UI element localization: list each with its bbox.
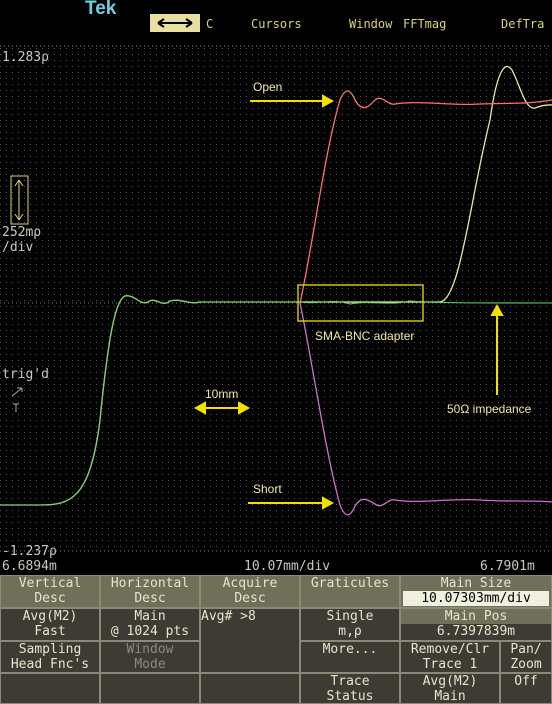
menu-button[interactable]: Avg(M2) Main [400, 673, 500, 704]
toolbar-item[interactable]: DefTra [501, 17, 544, 31]
value: 10.07303mm/div [403, 591, 549, 606]
trace-50ohm [0, 295, 552, 506]
label: Remove/Clr [410, 642, 490, 657]
x-end: 6.7901m [480, 559, 535, 574]
x-start: 6.6894m [2, 559, 57, 574]
label: Desc [34, 591, 66, 606]
menu-button[interactable]: Pan/Zoom [500, 641, 552, 673]
value: 6.7397839m [436, 624, 516, 639]
label: Desc [234, 591, 266, 606]
menu-button[interactable]: Vertical Desc [0, 575, 100, 608]
label: Acquire [222, 576, 278, 591]
label: m,ρ [338, 624, 362, 639]
label: More... [322, 642, 378, 657]
label: Trace 1 [422, 657, 478, 672]
toolbar-item[interactable]: Cursors [251, 17, 302, 31]
menu-button[interactable]: Main Size 10.07303mm/div [400, 575, 552, 608]
label: @ 1024 pts [110, 624, 190, 639]
menu-button[interactable]: Avg(M2) Fast [0, 608, 100, 641]
graticule [0, 46, 552, 551]
annotation: Short [253, 482, 282, 496]
menu-button[interactable]: Horizontal Desc [100, 575, 200, 608]
label: Horizontal [110, 576, 190, 591]
menu-button[interactable]: Remove/Clr Trace 1 [400, 641, 500, 673]
brand: Tek [85, 0, 117, 19]
scale-box [10, 175, 29, 225]
annotation: Open [253, 80, 282, 94]
toolbar-item[interactable]: FFTmag [403, 17, 446, 31]
label: Trace [330, 674, 370, 689]
label: Sampling [18, 642, 82, 657]
x-scale: 10.07mm/div [244, 559, 330, 574]
menu-button[interactable]: Single m,ρ [300, 608, 400, 641]
toolbar-item[interactable]: C [206, 17, 213, 31]
label: Main Size [440, 576, 512, 591]
annotation: 50Ω impedance [447, 402, 532, 416]
trigger-icon [11, 387, 23, 412]
scale-icon [14, 179, 24, 221]
menu-button[interactable]: Avg# >8 [200, 608, 300, 673]
label: Graticules [310, 576, 390, 591]
scale-unit: /div [2, 240, 33, 255]
menu-cell [0, 673, 100, 704]
label: Avg(M2) [22, 609, 78, 624]
label: Main [134, 609, 166, 624]
menu-button[interactable]: Main @ 1024 pts [100, 608, 200, 641]
label: Pan/ [510, 642, 542, 657]
label: Status [326, 689, 374, 704]
zoom-icon [157, 18, 193, 28]
menu-button[interactable]: Off [500, 673, 552, 704]
label: Fast [34, 624, 66, 639]
toolbar-item[interactable]: Window [349, 17, 393, 31]
menu-button: Window Mode [100, 641, 200, 673]
menu-button[interactable]: Sampling Head Fnc's [0, 641, 100, 673]
scale: 252mρ [2, 225, 41, 240]
annotation: 10mm [205, 387, 238, 401]
menu-cell [200, 673, 300, 704]
menu-cell [100, 673, 200, 704]
label: Main [434, 689, 466, 704]
display: Tek C Cursors Window FFTmag DefTra 1.283… [0, 0, 552, 574]
menu-button[interactable]: Trace Status [300, 673, 400, 704]
trigger-status: trig'd [2, 367, 49, 382]
label: Avg(M2) [422, 674, 478, 689]
label: Zoom [510, 657, 542, 672]
trace-short [299, 302, 552, 516]
menu-button[interactable]: Main Pos 6.7397839m [400, 608, 552, 641]
label: Head Fnc's [10, 657, 90, 672]
label: Single [326, 609, 374, 624]
annotation: SMA-BNC adapter [315, 329, 414, 343]
top-value: 1.283ρ [2, 50, 49, 65]
menu-button[interactable]: More... [300, 641, 400, 673]
label: Off [514, 674, 538, 689]
label: Avg# >8 [201, 609, 256, 624]
label: Main Pos [401, 609, 551, 624]
label: Vertical [18, 576, 82, 591]
trace-open [299, 90, 552, 304]
label: Desc [134, 591, 166, 606]
annotation-arrows [193, 94, 504, 510]
bottom-value: -1.237ρ [2, 544, 57, 559]
label: Window [126, 642, 174, 657]
label: Mode [134, 657, 166, 672]
menu-button[interactable]: Graticules [300, 575, 400, 608]
menu-button[interactable]: Acquire Desc [200, 575, 300, 608]
